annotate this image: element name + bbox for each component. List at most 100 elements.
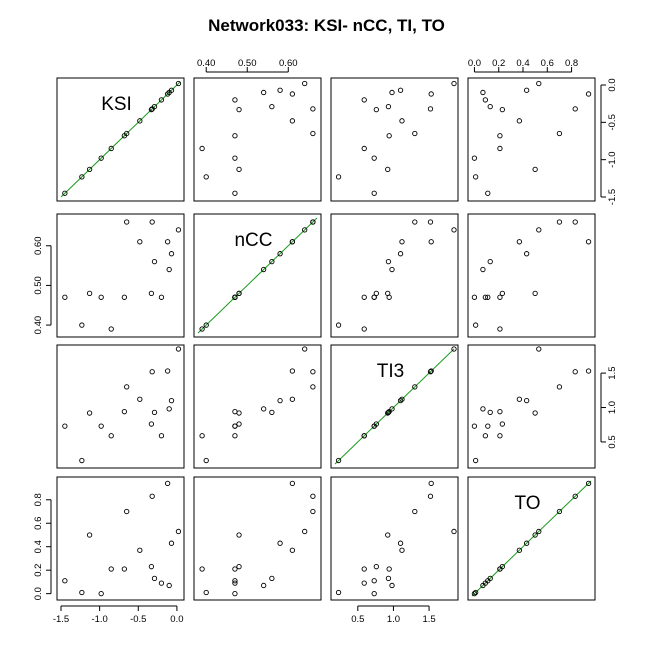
point-ksi-ti3-1 [371, 190, 377, 196]
panel-ncc-to [467, 213, 596, 338]
point-ncc-ksi-4 [98, 294, 104, 300]
point-ncc-ti3-16 [451, 227, 457, 233]
point-ti3-ti3-7 [412, 384, 418, 390]
left-tick-label-to: 0.0 [33, 587, 44, 600]
point-ksi-ksi-7 [124, 130, 130, 137]
point-ncc-ksi-5 [108, 326, 114, 332]
point-ti3-ksi-14 [166, 406, 172, 412]
point-ncc-ncc-10 [310, 219, 316, 225]
point-to-to-11 [487, 575, 493, 582]
panel-to-ncc [193, 476, 322, 601]
bottom-tick-label-ti3: 1.0 [387, 614, 400, 625]
point-ti3-ti3-8 [399, 396, 405, 402]
point-to-ksi-14 [166, 582, 172, 589]
top-tick-label-to: 0.6 [541, 58, 554, 69]
point-ksi-ti3-16 [451, 80, 457, 87]
point-ti3-to-9 [499, 421, 506, 427]
point-ti3-to-16 [536, 346, 542, 352]
point-ti3-to-5 [497, 433, 503, 439]
right-tick-label-ksi: -1.5 [607, 189, 618, 205]
point-to-ksi-5 [108, 566, 114, 572]
point-ksi-ti3-4 [371, 155, 377, 161]
point-ncc-ksi-16 [175, 227, 182, 233]
top-tick-label-to: 0.4 [516, 58, 529, 69]
point-ncc-to-2 [472, 322, 479, 328]
point-to-ti3-13 [428, 480, 434, 486]
point-ncc-ksi-11 [151, 258, 158, 265]
point-ti3-ncc-5 [199, 433, 205, 439]
point-ncc-ti3-15 [397, 251, 404, 257]
bottom-tick-label-ksi: -0.5 [130, 614, 146, 625]
point-to-to-8 [516, 547, 523, 553]
point-ti3-ncc-14 [261, 406, 267, 412]
point-ncc-to-11 [487, 258, 493, 265]
point-to-ncc-2 [203, 589, 209, 596]
point-to-ncc-7 [310, 508, 316, 515]
point-to-ti3-4 [371, 591, 377, 597]
right-tick-label-ksi: -1.0 [607, 151, 618, 167]
panel-ti3-ksi [56, 344, 185, 469]
point-to-to-16 [536, 528, 542, 535]
point-ksi-ncc-6 [232, 133, 238, 139]
point-ti3-to-10 [572, 369, 578, 375]
point-ksi-ksi-11 [151, 103, 158, 110]
bottom-tick-label-ti3: 0.5 [351, 614, 364, 625]
point-ncc-ti3-5 [361, 326, 367, 332]
point-ksi-ncc-15 [277, 87, 283, 93]
point-ksi-to-11 [487, 103, 493, 110]
point-ksi-to-4 [471, 155, 478, 161]
point-ncc-to-16 [536, 227, 542, 233]
right-tick-label-ti3: 0.5 [607, 435, 618, 448]
panel-ncc-ksi [56, 213, 185, 338]
point-ti3-to-13 [585, 368, 592, 374]
point-ksi-to-12 [482, 97, 489, 103]
point-to-ti3-14 [389, 582, 395, 589]
point-ncc-to-13 [585, 239, 592, 245]
point-to-to-10 [572, 493, 578, 499]
point-ksi-to-13 [585, 91, 592, 97]
point-ksi-to-10 [572, 106, 578, 112]
point-to-ncc-15 [277, 540, 283, 546]
point-to-to-3 [532, 532, 538, 538]
point-ti3-to-14 [480, 406, 486, 412]
point-ksi-ti3-3 [385, 166, 391, 173]
left-tick-label-ncc: 0.60 [33, 237, 44, 256]
point-ti3-ncc-12 [232, 433, 238, 439]
panel-ksi-ncc [193, 77, 322, 202]
point-to-ncc-9 [236, 564, 242, 570]
point-ti3-ksi-2 [79, 457, 85, 464]
point-to-ksi-15 [168, 540, 175, 546]
point-ksi-ncc-12 [232, 97, 238, 103]
point-to-to-7 [556, 508, 563, 515]
top-tick-label-ncc: 0.60 [279, 58, 298, 69]
bottom-tick-label-ksi: 0.0 [170, 614, 183, 625]
point-ksi-ncc-1 [232, 190, 238, 196]
point-ti3-ncc-11 [269, 409, 275, 416]
left-tick-label-to: 0.2 [33, 564, 44, 577]
point-to-to-4 [471, 591, 478, 597]
point-ncc-to-7 [556, 219, 563, 225]
point-to-ncc-16 [302, 528, 308, 535]
point-ksi-ksi-13 [164, 91, 171, 97]
point-ti3-ncc-13 [289, 368, 296, 374]
point-ti3-ncc-16 [302, 346, 308, 352]
point-ncc-ksi-12 [158, 294, 165, 300]
point-ti3-ksi-1 [62, 423, 68, 429]
point-to-ncc-14 [261, 582, 267, 589]
point-to-ti3-15 [397, 540, 404, 546]
point-ksi-to-6 [497, 133, 503, 139]
point-ncc-ksi-13 [164, 239, 171, 245]
point-to-ncc-5 [199, 566, 205, 572]
point-ncc-ksi-2 [79, 322, 85, 328]
right-tick-label-ti3: 1.0 [607, 401, 618, 414]
point-to-ncc-3 [236, 532, 242, 538]
panel-ti3-ti3 [330, 344, 459, 469]
left-tick-label-to: 0.6 [33, 517, 44, 530]
point-ti3-to-1 [485, 423, 491, 429]
bottom-tick-label-ksi: -1.0 [91, 614, 107, 625]
point-ti3-ncc-8 [289, 396, 296, 402]
panel-ti3-ncc [193, 344, 322, 469]
point-ksi-ncc-3 [236, 166, 242, 173]
point-ksi-ncc-5 [199, 145, 205, 152]
point-ti3-ksi-5 [108, 433, 114, 439]
